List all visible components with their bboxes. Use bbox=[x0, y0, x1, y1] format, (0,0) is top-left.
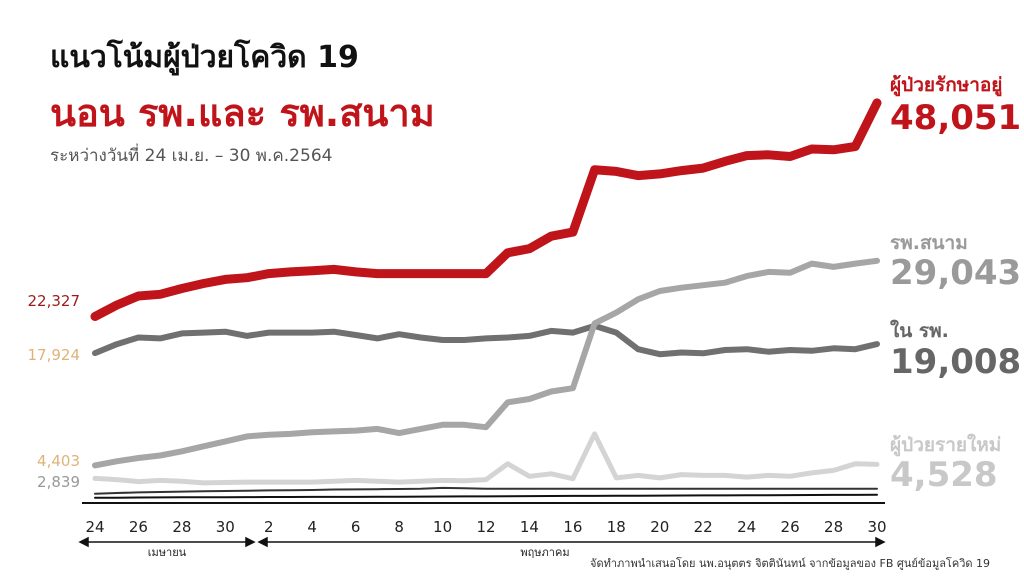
x-tick-label: 30 bbox=[216, 518, 235, 536]
x-tick-label: 24 bbox=[85, 518, 104, 536]
april-arrow-left-head bbox=[78, 536, 89, 548]
start-value-hospital: 17,924 bbox=[27, 346, 81, 364]
end-value-hospital: 19,008 bbox=[890, 342, 1022, 382]
series-lines bbox=[90, 98, 882, 499]
line-minor-1 bbox=[94, 486, 878, 495]
chart-title: แนวโน้มผู้ป่วยโควิด 19 bbox=[50, 40, 359, 75]
line-minor-2 bbox=[94, 493, 878, 499]
x-tick-label: 14 bbox=[520, 518, 539, 536]
end-value-new-cases: 4,528 bbox=[890, 455, 998, 495]
series-name-new-cases: ผู้ป่วยรายใหม่ bbox=[890, 434, 1002, 456]
chart-subtitle: นอน รพ.และ รพ.สนาม bbox=[50, 91, 435, 135]
line-new-cases bbox=[92, 431, 880, 486]
month-label-may: พฤษภาคม bbox=[520, 546, 569, 559]
x-tick-label: 6 bbox=[351, 518, 361, 536]
x-tick-label: 22 bbox=[694, 518, 713, 536]
x-tick-label: 10 bbox=[433, 518, 452, 536]
x-tick-label: 28 bbox=[824, 518, 843, 536]
x-tick-label: 12 bbox=[476, 518, 495, 536]
line-hospital bbox=[92, 322, 880, 358]
end-value-field-hospital: 29,043 bbox=[890, 253, 1022, 293]
series-name-total: ผู้ป่วยรักษาอยู่ bbox=[890, 74, 1003, 96]
month-arrows bbox=[78, 536, 886, 548]
x-tick-label: 18 bbox=[607, 518, 626, 536]
x-tick-label: 2 bbox=[264, 518, 274, 536]
x-tick-label: 20 bbox=[650, 518, 669, 536]
series-name-hospital: ใน รพ. bbox=[890, 320, 949, 342]
start-value-field-hospital: 4,403 bbox=[37, 452, 80, 470]
x-ticks: 24 26 28 30 2 4 6 8 10 12 14 16 18 20 22 24 26 28 30 bbox=[85, 518, 886, 536]
april-arrow-right-head bbox=[245, 536, 256, 548]
may-arrow-left-head bbox=[257, 536, 268, 548]
series-name-field-hospital: รพ.สนาม bbox=[890, 232, 968, 254]
month-label-april: เมษายน bbox=[148, 546, 187, 559]
start-value-total: 22,327 bbox=[27, 292, 81, 310]
x-tick-label: 28 bbox=[172, 518, 191, 536]
x-tick-label: 24 bbox=[737, 518, 756, 536]
date-range: ระหว่างวันที่ 24 เม.ย. – 30 พ.ค.2564 bbox=[50, 146, 333, 166]
x-tick-label: 16 bbox=[563, 518, 582, 536]
line-field-hospital bbox=[92, 257, 880, 469]
source-credit: จัดทำภาพนำเสนอโดย นพ.อนุตตร จิตตินันทน์ … bbox=[590, 557, 991, 570]
line-total bbox=[90, 98, 882, 321]
start-value-new-cases: 2,839 bbox=[37, 473, 80, 491]
x-tick-label: 4 bbox=[307, 518, 317, 536]
x-tick-label: 30 bbox=[867, 518, 886, 536]
may-arrow-right-head bbox=[875, 536, 886, 548]
end-value-total: 48,051 bbox=[890, 98, 1022, 138]
x-tick-label: 26 bbox=[781, 518, 800, 536]
x-tick-label: 26 bbox=[129, 518, 148, 536]
x-tick-label: 8 bbox=[394, 518, 404, 536]
